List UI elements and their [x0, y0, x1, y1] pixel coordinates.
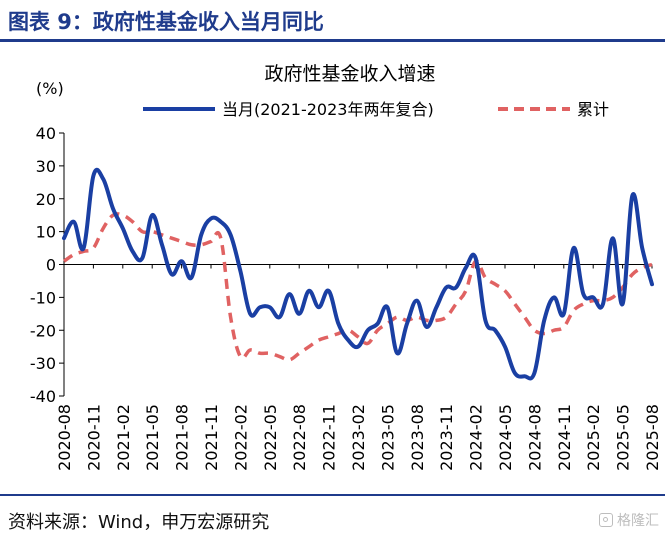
watermark: 格隆汇 — [599, 510, 659, 530]
x-tick-label: 2024-02 — [467, 404, 486, 471]
x-tick-label: 2021-11 — [202, 404, 221, 471]
y-tick-label: 20 — [36, 190, 56, 209]
figure-footer: 资料来源：Wind，申万宏源研究 格隆汇 — [0, 494, 665, 537]
x-tick-label: 2020-08 — [55, 404, 74, 471]
y-tick-label: -20 — [30, 321, 56, 340]
y-tick-label: -10 — [30, 288, 56, 307]
chart-title: 政府性基金收入增速 — [264, 63, 435, 85]
x-tick-label: 2023-11 — [437, 404, 456, 471]
x-tick-label: 2020-11 — [84, 404, 103, 471]
x-tick-label: 2024-05 — [496, 404, 515, 471]
figure-title: 图表 9：政府性基金收入当月同比 — [8, 10, 324, 34]
watermark-logo-icon — [599, 513, 613, 527]
y-axis-unit-label: (%) — [36, 79, 64, 98]
series-line-monthly — [62, 167, 654, 381]
legend-label-monthly: 当月(2021-2023年两年复合) — [222, 100, 434, 119]
x-tick-label: 2024-11 — [555, 404, 574, 471]
x-tick-label: 2022-08 — [290, 404, 309, 471]
y-tick-label: 0 — [46, 256, 56, 275]
y-tick-label: -30 — [30, 354, 56, 373]
x-tick-label: 2025-05 — [614, 404, 633, 471]
x-tick-label: 2022-11 — [320, 404, 339, 471]
x-tick-label: 2025-02 — [584, 404, 603, 471]
watermark-text: 格隆汇 — [617, 513, 659, 529]
x-tick-label: 2023-02 — [349, 404, 368, 471]
source-note: 资料来源：Wind，申万宏源研究 — [8, 512, 270, 533]
series-line-cumulative — [62, 212, 653, 362]
x-tick-label: 2021-02 — [114, 404, 133, 471]
x-tick-label: 2022-05 — [261, 404, 280, 471]
x-tick-label: 2021-08 — [173, 404, 192, 471]
y-tick-label: 40 — [36, 124, 56, 143]
y-tick-label: 30 — [36, 157, 56, 176]
x-tick-label: 2025-08 — [643, 404, 662, 471]
x-tick-label: 2024-08 — [525, 404, 544, 471]
y-tick-label: -40 — [30, 387, 56, 406]
x-tick-label: 2022-02 — [231, 404, 250, 471]
line-chart: 政府性基金收入增速 (%) 当月(2021-2023年两年复合) 累计 40 30 20 10… — [30, 63, 662, 471]
x-tick-label: 2023-08 — [408, 404, 427, 471]
x-tick-label: 2023-05 — [378, 404, 397, 471]
figure-header: 图表 9：政府性基金收入当月同比 — [0, 0, 665, 42]
y-tick-label: 10 — [36, 223, 56, 242]
legend-label-cumulative: 累计 — [577, 100, 609, 119]
x-tick-label: 2021-05 — [143, 404, 162, 471]
